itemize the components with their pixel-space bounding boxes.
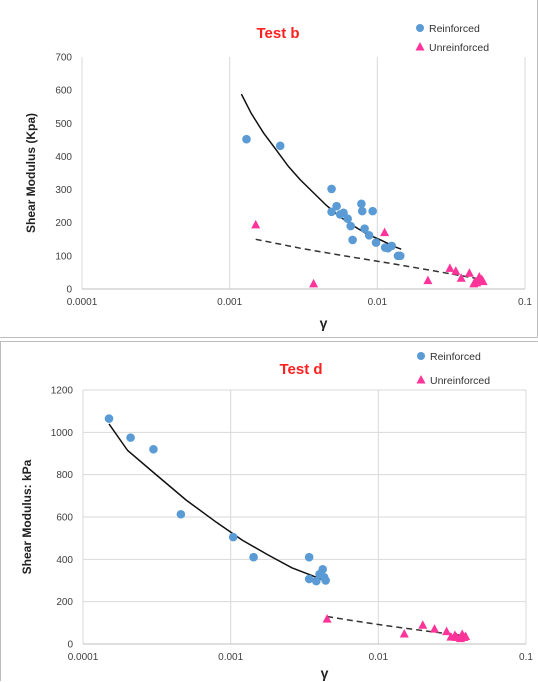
unreinforced-point — [322, 614, 332, 623]
y-tick-label: 600 — [55, 86, 72, 97]
legend-label-reinforced: Reinforced — [429, 23, 480, 35]
reinforced-point — [318, 564, 327, 574]
unreinforced-point — [418, 620, 428, 629]
legend-marker-unreinforced — [416, 375, 426, 384]
reinforced-point — [371, 238, 381, 247]
legend-marker-reinforced — [416, 24, 424, 32]
y-tick-label: 400 — [55, 152, 72, 163]
reinforced-point — [368, 206, 377, 216]
reinforced-point — [327, 207, 336, 217]
x-tick-label: 0.001 — [217, 297, 242, 308]
reinforced-point — [149, 444, 158, 454]
chart-title: Test b — [256, 25, 299, 42]
y-tick-label: 600 — [56, 513, 73, 524]
y-tick-label: 0 — [67, 640, 73, 651]
reinforced-point — [395, 251, 405, 261]
reinforced-point — [311, 576, 321, 586]
chart-panel-test-d: 0.0001 0.001 0.01 0.1 0 200 400 600 800 1000 1200 T… — [0, 341, 538, 681]
unreinforced-point — [451, 266, 461, 275]
reinforced-point — [357, 206, 367, 216]
y-axis-label: Shear Modulus (Kpa) — [24, 113, 38, 233]
reinforced-point — [348, 235, 357, 245]
reinforced-point — [242, 134, 251, 144]
y-tick-label: 100 — [55, 251, 72, 262]
x-axis-label: γ — [321, 665, 329, 681]
x-tick-label: 0.0001 — [68, 652, 99, 663]
x-axis-label: γ — [320, 315, 328, 331]
y-tick-label: 300 — [55, 185, 72, 196]
unreinforced-point — [456, 273, 466, 282]
reinforced-point — [332, 201, 341, 211]
y-tick-label: 200 — [56, 597, 73, 608]
reinforced-point — [346, 221, 355, 231]
y-tick-label: 500 — [55, 119, 72, 130]
unreinforced-point — [464, 268, 474, 277]
unreinforced-point — [251, 219, 261, 229]
reinforced-point — [176, 509, 186, 519]
chart-panel-test-b: 0.0001 0.001 0.01 0.1 0 100 200 300 400 500 600 700… — [0, 0, 538, 338]
y-tick-label: 1000 — [51, 428, 74, 439]
unreinforced-point — [461, 631, 471, 640]
y-tick-label: 800 — [56, 470, 73, 481]
reinforced-point — [126, 433, 135, 442]
y-tick-label: 1200 — [51, 386, 74, 397]
reinforced-point — [249, 552, 258, 562]
x-tick-label: 0.0001 — [67, 297, 98, 308]
reinforced-point — [387, 241, 396, 251]
chart-test-b: 0.0001 0.001 0.01 0.1 0 100 200 300 400 500 600 700… — [24, 23, 532, 331]
reinforced-point — [304, 574, 314, 584]
chart-title: Test d — [279, 361, 322, 378]
chart-test-d: 0.0001 0.001 0.01 0.1 0 200 400 600 800 1000 1200 T… — [20, 351, 533, 681]
y-tick-label: 200 — [55, 218, 72, 229]
reinforced-point — [360, 224, 369, 233]
y-tick-label: 700 — [55, 53, 72, 64]
reinforced-point — [343, 214, 353, 224]
unreinforced-point — [399, 629, 409, 638]
reinforced-point — [275, 141, 285, 151]
x-tick-label: 0.001 — [218, 652, 243, 663]
unreinforced-point — [380, 227, 390, 237]
reinforced-point — [364, 231, 374, 240]
unreinforced-point — [423, 275, 433, 285]
reinforced-point — [104, 414, 114, 423]
y-tick-label: 400 — [56, 555, 73, 566]
reinforced-point — [357, 199, 366, 209]
reinforced-point — [339, 208, 348, 218]
legend-marker-reinforced — [417, 352, 425, 360]
x-tick-label: 0.01 — [369, 652, 389, 663]
reinforced-point — [327, 184, 336, 194]
reinforced-point — [304, 552, 314, 562]
reinforced-trendline — [108, 423, 325, 582]
x-tick-label: 0.1 — [519, 652, 533, 663]
unreinforced-point — [309, 278, 319, 288]
reinforced-point — [321, 576, 330, 585]
x-tick-label: 0.01 — [368, 297, 388, 308]
legend-label-unreinforced: Unreinforced — [430, 375, 490, 387]
y-axis-label: Shear Modulus: kPa — [20, 459, 34, 574]
legend-label-unreinforced: Unreinforced — [429, 42, 489, 54]
x-tick-label: 0.1 — [518, 297, 532, 308]
legend-marker-unreinforced — [415, 42, 425, 51]
unreinforced-trendline — [255, 238, 481, 280]
unreinforced-point — [445, 263, 455, 272]
unreinforced-point — [442, 626, 452, 636]
y-tick-label: 0 — [66, 285, 72, 296]
reinforced-point — [228, 532, 238, 542]
unreinforced-point — [430, 624, 439, 633]
legend-label-reinforced: Reinforced — [430, 351, 481, 363]
unreinforced-point — [478, 276, 488, 286]
